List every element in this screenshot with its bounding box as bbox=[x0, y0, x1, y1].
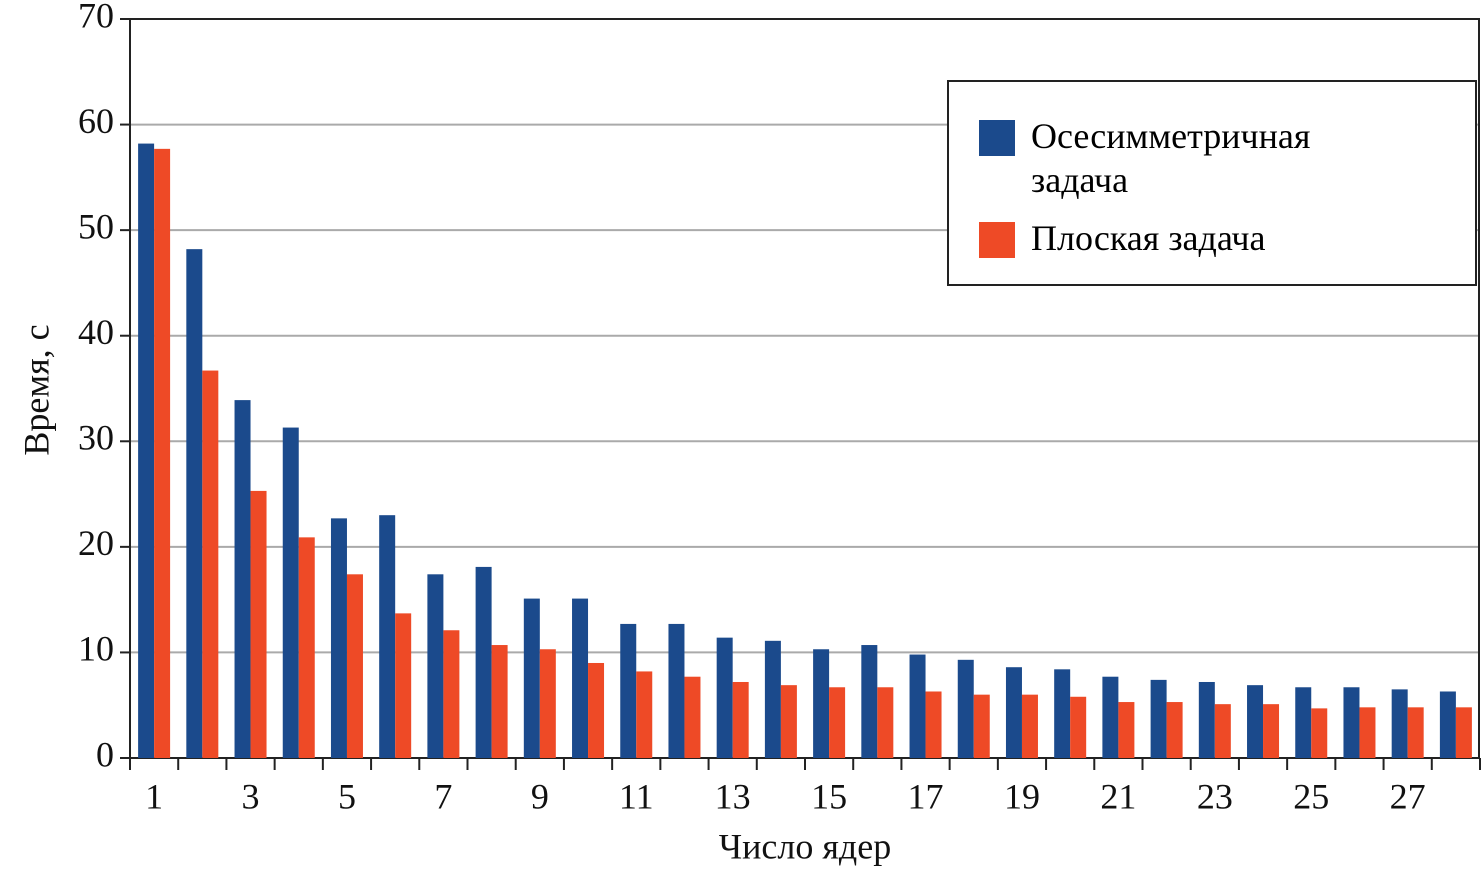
bar bbox=[379, 515, 396, 758]
bar bbox=[572, 598, 589, 758]
bar bbox=[330, 518, 347, 758]
bar bbox=[620, 623, 637, 758]
bar bbox=[813, 649, 830, 758]
bar bbox=[636, 671, 653, 758]
bar bbox=[346, 574, 363, 758]
bar bbox=[684, 676, 701, 758]
y-tick-label: 0 bbox=[96, 734, 114, 774]
bar bbox=[732, 681, 749, 758]
bar bbox=[1166, 702, 1183, 758]
bar bbox=[1150, 679, 1167, 758]
x-tick-label: 7 bbox=[434, 776, 452, 816]
bar bbox=[1359, 707, 1376, 758]
bar bbox=[475, 566, 492, 758]
bar bbox=[829, 687, 846, 758]
bar bbox=[1214, 704, 1231, 758]
x-tick-label: 11 bbox=[619, 776, 654, 816]
bar bbox=[234, 400, 251, 758]
x-tick-label: 13 bbox=[715, 776, 751, 816]
bar bbox=[282, 427, 299, 758]
x-tick-label: 5 bbox=[338, 776, 356, 816]
bar bbox=[491, 645, 508, 758]
y-tick-label: 60 bbox=[78, 101, 114, 141]
bar bbox=[957, 659, 974, 758]
bar bbox=[1455, 707, 1472, 758]
bar bbox=[764, 640, 781, 758]
bar bbox=[1005, 667, 1022, 758]
bar bbox=[780, 685, 797, 758]
bar bbox=[186, 249, 203, 758]
bar bbox=[1407, 707, 1424, 758]
bar bbox=[588, 662, 605, 758]
bar bbox=[1263, 704, 1280, 758]
x-tick-label: 27 bbox=[1390, 776, 1426, 816]
y-tick-label: 70 bbox=[78, 0, 114, 35]
y-tick-label: 20 bbox=[78, 523, 114, 563]
bar bbox=[539, 649, 556, 758]
x-axis-label: Число ядер bbox=[719, 826, 891, 866]
bar bbox=[1247, 685, 1264, 758]
bar bbox=[1070, 696, 1087, 758]
bar bbox=[1021, 694, 1038, 758]
bar bbox=[138, 143, 155, 758]
bar bbox=[1439, 691, 1456, 758]
bar bbox=[427, 574, 444, 758]
y-tick-label: 10 bbox=[78, 629, 114, 669]
bar bbox=[298, 537, 315, 758]
bar bbox=[668, 623, 685, 758]
x-tick-label: 15 bbox=[811, 776, 847, 816]
bar bbox=[973, 694, 990, 758]
bar bbox=[861, 645, 878, 758]
bar bbox=[523, 598, 540, 758]
legend-swatch bbox=[979, 120, 1015, 156]
x-tick-label: 1 bbox=[145, 776, 163, 816]
x-tick-label: 9 bbox=[531, 776, 549, 816]
bar bbox=[250, 490, 267, 758]
y-tick-label: 40 bbox=[78, 312, 114, 352]
bar bbox=[443, 630, 460, 758]
bar bbox=[1295, 687, 1312, 758]
bar bbox=[1102, 676, 1119, 758]
legend: Осесимметричная задача Плоская задача bbox=[947, 80, 1477, 286]
legend-item: Осесимметричная задача bbox=[979, 116, 1391, 202]
bar bbox=[1198, 681, 1215, 758]
legend-label: Осесимметричная задача bbox=[1031, 116, 1311, 200]
bar bbox=[1391, 689, 1408, 758]
bar bbox=[395, 613, 412, 758]
bar bbox=[154, 148, 171, 759]
bar bbox=[1343, 687, 1360, 758]
x-tick-label: 3 bbox=[242, 776, 260, 816]
x-tick-label: 23 bbox=[1197, 776, 1233, 816]
legend-swatch bbox=[979, 222, 1015, 258]
bar bbox=[716, 637, 733, 758]
bar bbox=[877, 687, 894, 758]
x-tick-label: 19 bbox=[1004, 776, 1040, 816]
x-tick-label: 17 bbox=[908, 776, 944, 816]
y-axis-label: Время, с bbox=[16, 324, 56, 455]
x-tick-label: 21 bbox=[1100, 776, 1136, 816]
y-tick-label: 30 bbox=[78, 418, 114, 458]
bar bbox=[925, 691, 942, 758]
x-tick-label: 25 bbox=[1293, 776, 1329, 816]
bar bbox=[202, 370, 219, 758]
legend-item: Плоская задача bbox=[979, 218, 1391, 260]
bar bbox=[909, 654, 926, 758]
bar bbox=[1054, 669, 1071, 758]
legend-label: Плоская задача bbox=[1031, 218, 1266, 258]
y-tick-label: 50 bbox=[78, 206, 114, 246]
bar bbox=[1118, 702, 1135, 758]
bar bbox=[1311, 708, 1328, 758]
